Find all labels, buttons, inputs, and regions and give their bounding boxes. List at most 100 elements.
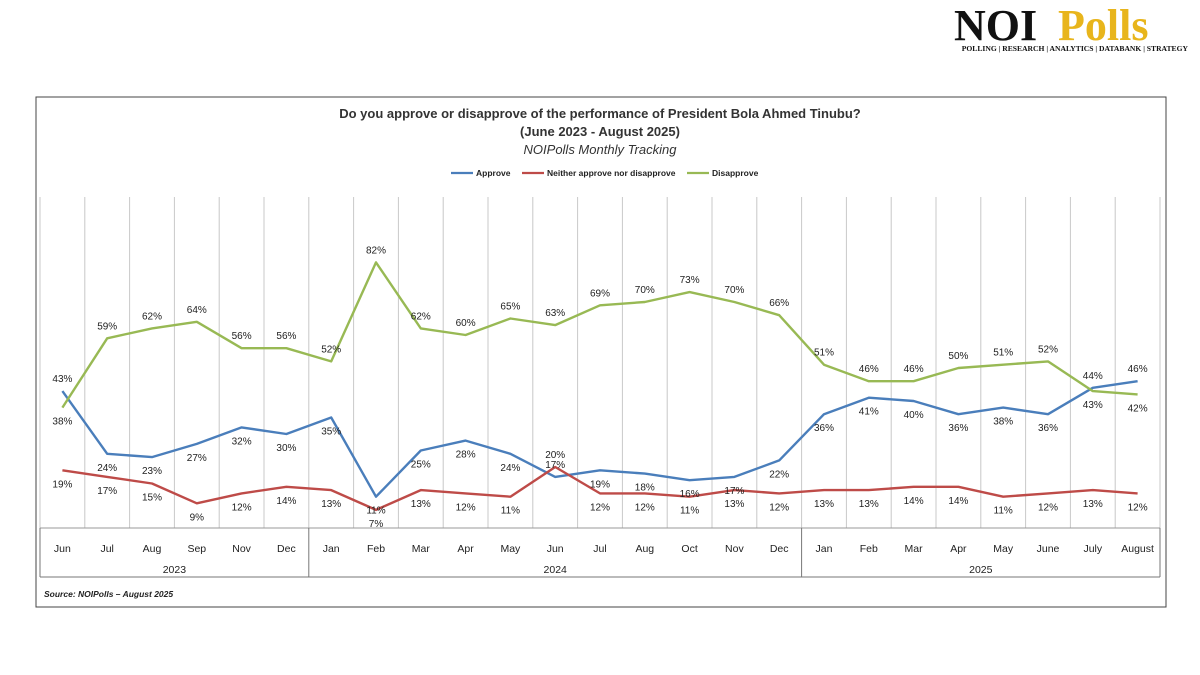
- data-label: 32%: [232, 436, 252, 447]
- data-label: 11%: [994, 506, 1013, 517]
- data-label: 38%: [52, 417, 72, 428]
- data-label: 9%: [190, 512, 205, 523]
- data-label: 11%: [680, 506, 699, 517]
- data-label: 56%: [276, 331, 296, 342]
- data-label: 23%: [142, 466, 162, 477]
- data-label: 52%: [1038, 344, 1058, 355]
- data-label: 12%: [635, 502, 655, 513]
- data-label: 13%: [859, 499, 879, 510]
- noipolls-logo: NOI Polls POLLING | RESEARCH | ANALYTICS…: [952, 2, 1192, 54]
- data-label: 12%: [769, 502, 789, 513]
- x-tick-label: Apr: [457, 543, 474, 555]
- data-label: 40%: [904, 410, 924, 421]
- x-tick-label: Jun: [547, 543, 564, 555]
- data-label: 11%: [501, 506, 520, 517]
- data-label: 18%: [635, 483, 655, 494]
- data-label: 60%: [456, 318, 476, 329]
- year-label: 2024: [544, 564, 568, 576]
- year-label: 2025: [969, 564, 993, 576]
- data-label: 46%: [1128, 364, 1148, 375]
- data-label: 59%: [97, 321, 117, 332]
- data-label: 36%: [948, 423, 968, 434]
- data-label: 43%: [1083, 400, 1103, 411]
- data-label: 35%: [321, 427, 341, 438]
- x-tick-label: Jul: [100, 543, 113, 555]
- data-label: 73%: [680, 275, 700, 286]
- series-line: [61, 261, 1138, 409]
- data-label: 56%: [232, 331, 252, 342]
- x-tick-label: Jul: [593, 543, 606, 555]
- data-label: 70%: [635, 285, 655, 296]
- logo-tagline: POLLING | RESEARCH | ANALYTICS | DATABAN…: [962, 44, 1189, 53]
- data-label: 13%: [1083, 499, 1103, 510]
- x-tick-label: Mar: [412, 543, 431, 555]
- data-label: 24%: [500, 463, 520, 474]
- chart-source: Source: NOIPolls – August 2025: [44, 589, 173, 599]
- x-tick-label: Apr: [950, 543, 967, 555]
- data-label: 51%: [993, 348, 1013, 359]
- data-label: 70%: [724, 285, 744, 296]
- chart-gridlines: [39, 197, 1161, 528]
- data-label: 52%: [321, 344, 341, 355]
- data-label: 82%: [366, 245, 386, 256]
- x-tick-label: Nov: [232, 543, 251, 555]
- chart-subtitle-tracking: NOIPolls Monthly Tracking: [524, 142, 678, 157]
- series-line: [62, 465, 1138, 512]
- chart-legend: Approve Neither approve nor disapprove Dis…: [451, 168, 759, 178]
- x-tick-label: May: [500, 543, 521, 555]
- data-label: 13%: [411, 499, 431, 510]
- data-label: 17%: [545, 460, 565, 471]
- legend-label: Disapprove: [712, 168, 759, 178]
- x-tick-label: June: [1037, 543, 1060, 555]
- data-label: 24%: [97, 463, 117, 474]
- x-tick-label: Dec: [277, 543, 296, 555]
- data-label: 19%: [52, 479, 72, 490]
- data-label: 12%: [590, 502, 610, 513]
- data-label: 28%: [456, 450, 476, 461]
- data-label: 64%: [187, 305, 207, 316]
- data-label: 13%: [321, 499, 341, 510]
- x-tick-label: Dec: [770, 543, 789, 555]
- x-tick-label: Sep: [187, 543, 206, 555]
- data-label: 30%: [276, 443, 296, 454]
- x-tick-label: Feb: [367, 543, 385, 555]
- data-label: 12%: [1038, 502, 1058, 513]
- legend-label: Neither approve nor disapprove: [547, 168, 676, 178]
- data-label: 7%: [369, 519, 384, 530]
- data-label: 14%: [276, 496, 296, 507]
- data-label: 51%: [814, 348, 834, 359]
- legend-label: Approve: [476, 168, 511, 178]
- chart-x-axis: Jun Jul Aug Sep Nov Dec Jan Feb Mar Apr May Jun Jul A…: [39, 527, 1161, 578]
- data-label: 41%: [859, 407, 879, 418]
- data-label: 17%: [97, 486, 117, 497]
- data-label: 62%: [411, 311, 431, 322]
- x-tick-label: Jan: [323, 543, 340, 555]
- series-line: [61, 380, 1138, 498]
- x-tick-label: May: [993, 543, 1014, 555]
- data-label: 27%: [187, 453, 207, 464]
- x-tick-label: Jun: [54, 543, 71, 555]
- data-label: 15%: [142, 493, 162, 504]
- data-label: 12%: [1128, 502, 1148, 513]
- x-tick-label: Oct: [681, 543, 697, 555]
- chart-series-lines: [61, 261, 1138, 512]
- data-label: 46%: [859, 364, 879, 375]
- data-label: 36%: [814, 423, 834, 434]
- chart-title: Do you approve or disapprove of the perf…: [339, 106, 861, 121]
- x-tick-label: Aug: [635, 543, 654, 555]
- data-label: 50%: [948, 351, 968, 362]
- x-tick-label: Feb: [860, 543, 878, 555]
- data-label: 63%: [545, 308, 565, 319]
- year-label: 2023: [163, 564, 187, 576]
- data-label: 13%: [814, 499, 834, 510]
- x-tick-label: Jan: [816, 543, 833, 555]
- data-label: 65%: [500, 302, 520, 313]
- data-label: 36%: [1038, 423, 1058, 434]
- data-label: 22%: [769, 469, 789, 480]
- data-label: 20%: [545, 450, 565, 461]
- data-label: 16%: [680, 489, 700, 500]
- data-label: 46%: [904, 364, 924, 375]
- x-tick-label: Mar: [905, 543, 924, 555]
- chart-frame: [35, 96, 1167, 608]
